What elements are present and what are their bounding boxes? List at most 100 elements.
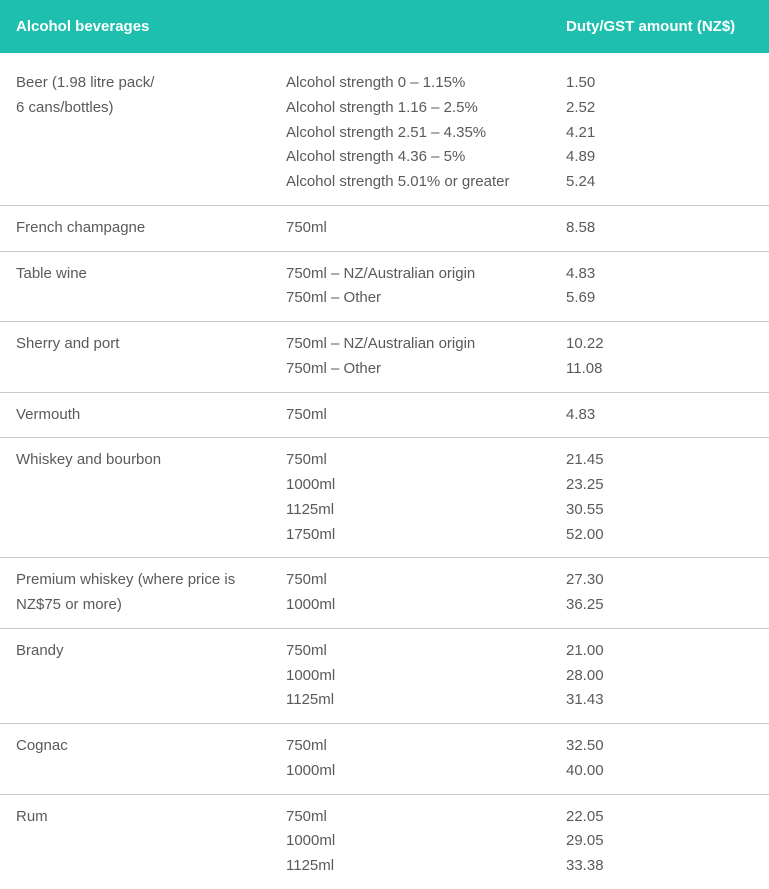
table-row: Premium whiskey (where price isNZ$75 or …	[0, 558, 769, 629]
table-row: French champagne 750ml 8.58	[0, 206, 769, 252]
amount-line: 32.50	[566, 734, 753, 759]
detail-line: 1125ml	[286, 498, 556, 523]
cell-detail: 750ml	[286, 216, 566, 241]
cell-amount: 8.58	[566, 216, 753, 241]
table-row: Vermouth 750ml 4.83	[0, 393, 769, 439]
detail-line: 750ml	[286, 805, 556, 830]
amount-line: 4.83	[566, 262, 753, 287]
amount-line: 11.08	[566, 357, 753, 382]
amount-line: 5.69	[566, 286, 753, 311]
product-line: Whiskey and bourbon	[16, 448, 276, 473]
detail-line: 750ml	[286, 568, 556, 593]
cell-amount: 4.835.69	[566, 262, 753, 312]
cell-product: Sherry and port	[16, 332, 286, 382]
detail-line: 750ml – NZ/Australian origin	[286, 262, 556, 287]
cell-product: Whiskey and bourbon	[16, 448, 286, 547]
detail-line: 750ml	[286, 448, 556, 473]
amount-line: 27.30	[566, 568, 753, 593]
cell-product: Beer (1.98 litre pack/6 cans/bottles)	[16, 71, 286, 195]
product-line: Sherry and port	[16, 332, 276, 357]
detail-line: 750ml	[286, 734, 556, 759]
detail-line: Alcohol strength 0 – 1.15%	[286, 71, 556, 96]
detail-line: 1000ml	[286, 473, 556, 498]
product-line: Cognac	[16, 734, 276, 759]
detail-line: 1000ml	[286, 664, 556, 689]
cell-detail: 750ml1000ml1125ml	[286, 639, 566, 713]
cell-detail: 750ml1000ml	[286, 568, 566, 618]
table-row: Cognac750ml1000ml32.5040.00	[0, 724, 769, 795]
amount-line: 8.58	[566, 216, 753, 241]
cell-detail: 750ml – NZ/Australian origin750ml – Othe…	[286, 332, 566, 382]
cell-detail: 750ml1000ml1125ml	[286, 805, 566, 879]
detail-line: 750ml	[286, 216, 556, 241]
table-row: Rum 750ml1000ml1125ml22.0529.0533.38	[0, 795, 769, 889]
detail-line: 750ml – Other	[286, 286, 556, 311]
amount-line: 10.22	[566, 332, 753, 357]
table-row: Brandy750ml1000ml1125ml21.0028.0031.43	[0, 629, 769, 724]
table-body: Beer (1.98 litre pack/6 cans/bottles)Alc…	[0, 53, 769, 889]
detail-line: Alcohol strength 5.01% or greater	[286, 170, 556, 195]
cell-amount: 27.3036.25	[566, 568, 753, 618]
detail-line: 1750ml	[286, 523, 556, 548]
table-row: Sherry and port 750ml – NZ/Australian ori…	[0, 322, 769, 393]
header-col-detail	[286, 18, 566, 35]
cell-product: Brandy	[16, 639, 286, 713]
amount-line: 31.43	[566, 688, 753, 713]
amount-line: 40.00	[566, 759, 753, 784]
amount-line: 5.24	[566, 170, 753, 195]
duty-table: Alcohol beverages Duty/GST amount (NZ$) …	[0, 0, 769, 889]
cell-product: Premium whiskey (where price isNZ$75 or …	[16, 568, 286, 618]
amount-line: 22.05	[566, 805, 753, 830]
product-line: Rum	[16, 805, 276, 830]
cell-detail: 750ml – NZ/Australian origin750ml – Othe…	[286, 262, 566, 312]
detail-line: 750ml	[286, 403, 556, 428]
amount-line: 52.00	[566, 523, 753, 548]
detail-line: Alcohol strength 4.36 – 5%	[286, 145, 556, 170]
table-row: Table wine 750ml – NZ/Australian origin75…	[0, 252, 769, 323]
detail-line: 750ml	[286, 639, 556, 664]
product-line: French champagne	[16, 216, 276, 241]
product-line: 6 cans/bottles)	[16, 96, 276, 121]
detail-line: Alcohol strength 2.51 – 4.35%	[286, 121, 556, 146]
cell-amount: 22.0529.0533.38	[566, 805, 753, 879]
amount-line: 1.50	[566, 71, 753, 96]
amount-line: 29.05	[566, 829, 753, 854]
cell-detail: 750ml	[286, 403, 566, 428]
amount-line: 36.25	[566, 593, 753, 618]
cell-product: Table wine	[16, 262, 286, 312]
product-line: Beer (1.98 litre pack/	[16, 71, 276, 96]
detail-line: Alcohol strength 1.16 – 2.5%	[286, 96, 556, 121]
product-line: Table wine	[16, 262, 276, 287]
amount-line: 21.00	[566, 639, 753, 664]
cell-amount: 21.0028.0031.43	[566, 639, 753, 713]
cell-product: Cognac	[16, 734, 286, 784]
detail-line: 1000ml	[286, 829, 556, 854]
amount-line: 33.38	[566, 854, 753, 879]
cell-product: French champagne	[16, 216, 286, 241]
table-row: Beer (1.98 litre pack/6 cans/bottles)Alc…	[0, 61, 769, 206]
detail-line: 750ml – NZ/Australian origin	[286, 332, 556, 357]
product-line: NZ$75 or more)	[16, 593, 276, 618]
amount-line: 21.45	[566, 448, 753, 473]
amount-line: 4.83	[566, 403, 753, 428]
header-col-amount: Duty/GST amount (NZ$)	[566, 18, 753, 35]
cell-product: Vermouth	[16, 403, 286, 428]
product-line: Premium whiskey (where price is	[16, 568, 276, 593]
cell-amount: 32.5040.00	[566, 734, 753, 784]
cell-amount: 1.502.524.214.895.24	[566, 71, 753, 195]
amount-line: 30.55	[566, 498, 753, 523]
amount-line: 28.00	[566, 664, 753, 689]
detail-line: 1125ml	[286, 688, 556, 713]
amount-line: 4.89	[566, 145, 753, 170]
header-col-beverages: Alcohol beverages	[16, 18, 286, 35]
detail-line: 750ml – Other	[286, 357, 556, 382]
detail-line: 1000ml	[286, 759, 556, 784]
table-header: Alcohol beverages Duty/GST amount (NZ$)	[0, 0, 769, 53]
cell-product: Rum	[16, 805, 286, 879]
table-row: Whiskey and bourbon 750ml1000ml1125ml1750…	[0, 438, 769, 558]
cell-detail: 750ml1000ml	[286, 734, 566, 784]
cell-detail: 750ml1000ml1125ml1750ml	[286, 448, 566, 547]
amount-line: 23.25	[566, 473, 753, 498]
cell-amount: 4.83	[566, 403, 753, 428]
product-line: Vermouth	[16, 403, 276, 428]
